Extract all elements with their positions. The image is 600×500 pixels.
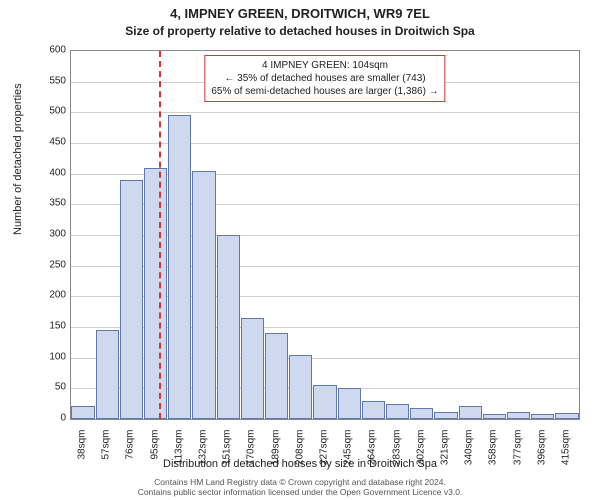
histogram-bar [313,385,336,419]
y-tick-label: 600 [36,45,66,56]
x-tick-label: 340sqm [464,430,475,490]
histogram-bar [555,413,578,419]
histogram-bar [217,235,240,419]
x-tick-label: 170sqm [246,430,257,490]
reference-marker-line [159,51,161,419]
chart-container: 4, IMPNEY GREEN, DROITWICH, WR9 7EL Size… [0,0,600,500]
gridline [71,143,579,144]
histogram-bar [241,318,264,419]
y-tick-label: 150 [36,321,66,332]
histogram-bar [386,404,409,419]
x-tick-label: 57sqm [101,430,112,490]
annotation-box: 4 IMPNEY GREEN: 104sqm ← 35% of detached… [204,55,445,102]
histogram-bar [362,401,385,419]
y-tick-label: 0 [36,413,66,424]
y-axis-label: Number of detached properties [12,83,24,235]
histogram-bar [289,355,312,419]
x-tick-label: 302sqm [415,430,426,490]
histogram-bar [338,388,361,419]
x-tick-label: 377sqm [512,430,523,490]
annotation-line3: 65% of semi-detached houses are larger (… [211,85,438,98]
x-tick-label: 95sqm [149,430,160,490]
x-tick-label: 38sqm [77,430,88,490]
title-sub: Size of property relative to detached ho… [0,24,600,38]
x-tick-label: 189sqm [270,430,281,490]
y-tick-label: 200 [36,290,66,301]
histogram-bar [434,412,457,419]
x-tick-label: 245sqm [343,430,354,490]
x-tick-label: 321sqm [439,430,450,490]
x-tick-label: 396sqm [536,430,547,490]
histogram-bar [71,406,94,419]
y-tick-label: 250 [36,259,66,270]
histogram-bar [410,408,433,419]
gridline [71,112,579,113]
histogram-bar [483,414,506,419]
y-tick-label: 350 [36,198,66,209]
histogram-bar [192,171,215,419]
histogram-bar [168,115,191,419]
x-tick-label: 283sqm [391,430,402,490]
histogram-bar [144,168,167,419]
annotation-line1: 4 IMPNEY GREEN: 104sqm [211,59,438,72]
x-tick-label: 208sqm [294,430,305,490]
x-tick-label: 113sqm [173,430,184,490]
y-tick-label: 500 [36,106,66,117]
x-tick-label: 227sqm [319,430,330,490]
y-tick-label: 400 [36,167,66,178]
plot-area: 4 IMPNEY GREEN: 104sqm ← 35% of detached… [70,50,580,420]
x-tick-label: 132sqm [198,430,209,490]
histogram-bar [507,412,530,419]
title-main: 4, IMPNEY GREEN, DROITWICH, WR9 7EL [0,6,600,21]
y-tick-label: 550 [36,75,66,86]
histogram-bar [531,414,554,419]
histogram-bar [96,330,119,419]
x-tick-label: 76sqm [125,430,136,490]
y-tick-label: 50 [36,382,66,393]
annotation-line2: ← 35% of detached houses are smaller (74… [211,72,438,85]
x-tick-label: 151sqm [222,430,233,490]
y-tick-label: 450 [36,137,66,148]
x-tick-label: 415sqm [560,430,571,490]
histogram-bar [265,333,288,419]
x-tick-label: 358sqm [488,430,499,490]
histogram-bar [459,406,482,419]
histogram-bar [120,180,143,419]
x-tick-label: 264sqm [367,430,378,490]
y-tick-label: 100 [36,351,66,362]
y-tick-label: 300 [36,229,66,240]
